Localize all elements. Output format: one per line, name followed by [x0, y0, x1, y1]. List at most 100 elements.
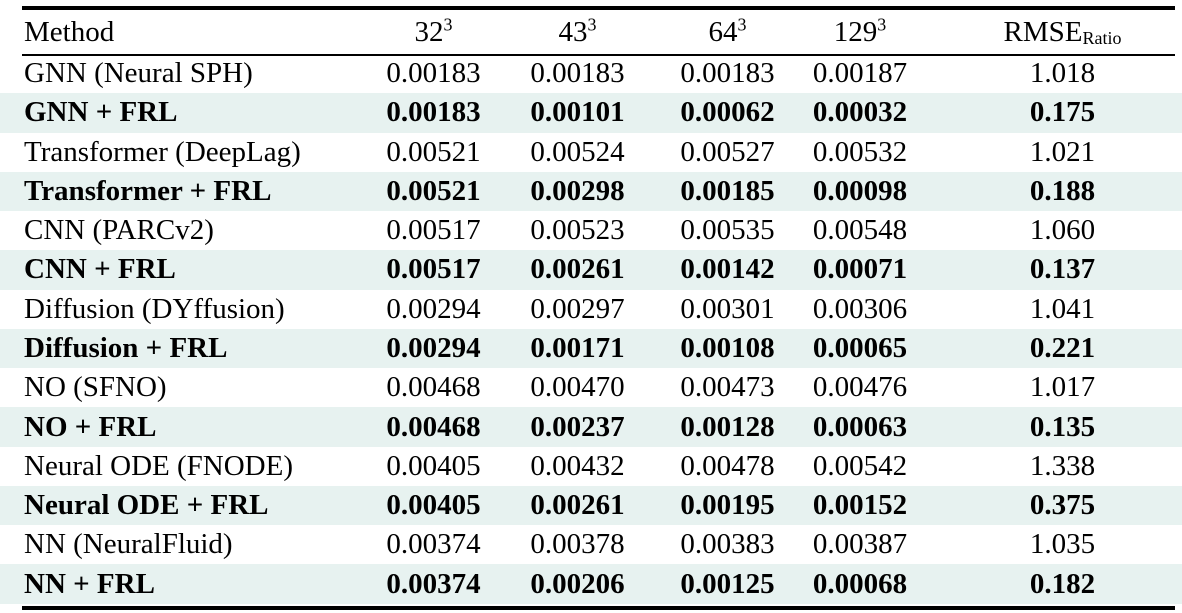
- method-cell: NO + FRL: [0, 407, 362, 447]
- value-cell: 0.00068: [805, 564, 915, 604]
- value-cell: 0.00098: [805, 171, 915, 212]
- method-cell: GNN + FRL: [0, 93, 362, 133]
- value-cell: 0.00374: [386, 528, 481, 561]
- method-cell: NO (SFNO): [24, 371, 167, 404]
- table-row: NN + FRL 0.00374 0.00206 0.00125 0.00068 0.18…: [0, 564, 1182, 604]
- value-cell: 0.188: [915, 171, 1182, 212]
- col-header-rmse-subscript: Ratio: [1082, 27, 1122, 48]
- value-cell: 0.175: [915, 93, 1182, 133]
- value-cell: 0.00521: [386, 135, 481, 168]
- value-cell: 0.00468: [362, 407, 505, 447]
- table-header: Method 323 433 643 1293 RMSERatio: [0, 10, 1182, 54]
- value-cell: 0.00517: [386, 214, 481, 247]
- value-cell: 0.00065: [805, 328, 915, 369]
- table-row: NO (SFNO) 0.00468 0.00470 0.00473 0.00476 1.0…: [0, 368, 1182, 407]
- value-cell: 0.00261: [505, 485, 650, 526]
- value-cell: 0.00405: [362, 485, 505, 526]
- value-cell: 1.017: [1029, 371, 1096, 404]
- method-cell: CNN + FRL: [0, 250, 362, 290]
- col-header-rmse-ratio: RMSERatio: [915, 10, 1182, 54]
- value-cell: 1.018: [1029, 57, 1096, 90]
- method-cell: Neural ODE + FRL: [0, 485, 362, 526]
- table-row: Diffusion + FRL 0.00294 0.00171 0.00108 0.00…: [0, 328, 1182, 369]
- value-cell: 0.00063: [805, 407, 915, 447]
- value-cell: 0.00183: [680, 57, 775, 90]
- col-header-64-base: 64: [708, 15, 738, 48]
- method-cell: NN (NeuralFluid): [24, 528, 233, 561]
- col-header-rmse-base: RMSE: [1003, 15, 1083, 48]
- value-cell: 0.00405: [386, 449, 481, 482]
- col-header-129-exponent: 3: [877, 13, 887, 34]
- value-cell: 0.00237: [505, 407, 650, 447]
- table-row: GNN + FRL 0.00183 0.00101 0.00062 0.00032 0.1…: [0, 93, 1182, 133]
- value-cell: 0.182: [915, 564, 1182, 604]
- value-cell: 0.00171: [505, 328, 650, 369]
- value-cell: 0.00298: [505, 171, 650, 212]
- table-header-rule: [22, 54, 1175, 56]
- table-row: Transformer + FRL 0.00521 0.00298 0.00185 0.…: [0, 171, 1182, 212]
- value-cell: 0.00128: [650, 407, 805, 447]
- col-header-43-exponent: 3: [587, 13, 597, 34]
- table-body: GNN (Neural SPH) 0.00183 0.00183 0.00183 0.0…: [0, 54, 1182, 604]
- value-cell: 0.00183: [530, 57, 625, 90]
- value-cell: 0.00032: [805, 93, 915, 133]
- value-cell: 0.00101: [505, 93, 650, 133]
- value-cell: 0.00206: [505, 564, 650, 604]
- value-cell: 0.00294: [386, 292, 481, 325]
- value-cell: 0.00523: [530, 214, 625, 247]
- col-header-129-base: 129: [833, 15, 878, 48]
- value-cell: 0.00185: [650, 171, 805, 212]
- value-cell: 0.00071: [805, 250, 915, 290]
- value-cell: 0.00473: [680, 371, 775, 404]
- table-row: Transformer (DeepLag) 0.00521 0.00524 0.005…: [0, 133, 1182, 172]
- table-row: GNN (Neural SPH) 0.00183 0.00183 0.00183 0.0…: [0, 54, 1182, 93]
- value-cell: 0.00478: [680, 449, 775, 482]
- table-row: NO + FRL 0.00468 0.00237 0.00128 0.00063 0.13…: [0, 407, 1182, 447]
- value-cell: 0.00470: [530, 371, 625, 404]
- value-cell: 0.00383: [680, 528, 775, 561]
- value-cell: 0.00108: [650, 328, 805, 369]
- value-cell: 0.00378: [530, 528, 625, 561]
- table-top-rule: [22, 6, 1175, 10]
- value-cell: 0.00062: [650, 93, 805, 133]
- table-row: Neural ODE + FRL 0.00405 0.00261 0.00195 0.0…: [0, 485, 1182, 526]
- col-header-64: 643: [650, 10, 805, 54]
- value-cell: 0.00374: [362, 564, 505, 604]
- value-cell: 0.00542: [812, 449, 908, 482]
- table-row: Diffusion (DYffusion) 0.00294 0.00297 0.003…: [0, 290, 1182, 329]
- value-cell: 0.375: [915, 485, 1182, 526]
- value-cell: 0.00524: [530, 135, 625, 168]
- value-cell: 0.00548: [812, 214, 908, 247]
- value-cell: 1.338: [1029, 449, 1096, 482]
- table-row: CNN (PARCv2) 0.00517 0.00523 0.00535 0.00548…: [0, 211, 1182, 250]
- value-cell: 0.00468: [386, 371, 481, 404]
- method-cell: Transformer (DeepLag): [24, 135, 301, 168]
- value-cell: 0.00306: [812, 292, 908, 325]
- value-cell: 0.00387: [812, 528, 908, 561]
- value-cell: 0.00183: [362, 93, 505, 133]
- col-header-129: 1293: [805, 10, 915, 54]
- value-cell: 0.00297: [530, 292, 625, 325]
- value-cell: 0.00532: [812, 135, 908, 168]
- method-cell: CNN (PARCv2): [24, 214, 214, 247]
- value-cell: 0.135: [915, 407, 1182, 447]
- value-cell: 0.00301: [680, 292, 775, 325]
- value-cell: 0.137: [915, 250, 1182, 290]
- value-cell: 1.035: [1029, 528, 1096, 561]
- value-cell: 0.00527: [680, 135, 775, 168]
- value-cell: 0.00535: [680, 214, 775, 247]
- method-cell: GNN (Neural SPH): [24, 57, 253, 90]
- results-table: Method 323 433 643 1293 RMSERatio GNN (N…: [0, 10, 1182, 604]
- value-cell: 0.00183: [386, 57, 481, 90]
- value-cell: 0.00261: [505, 250, 650, 290]
- value-cell: 0.00521: [362, 171, 505, 212]
- header-row: Method 323 433 643 1293 RMSERatio: [0, 10, 1182, 54]
- value-cell: 0.221: [915, 328, 1182, 369]
- value-cell: 0.00195: [650, 485, 805, 526]
- value-cell: 0.00476: [812, 371, 908, 404]
- method-cell: NN + FRL: [0, 564, 362, 604]
- table-bottom-rule: [22, 606, 1175, 610]
- value-cell: 0.00152: [805, 485, 915, 526]
- col-header-method-label: Method: [24, 15, 115, 48]
